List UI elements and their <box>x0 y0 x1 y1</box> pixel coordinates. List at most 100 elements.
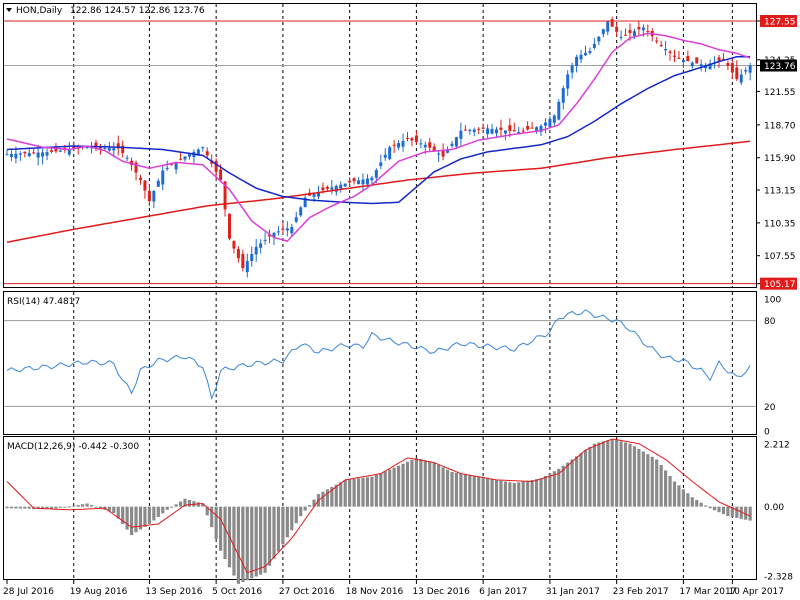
x-axis-label: 6 Jan 2017 <box>479 587 527 597</box>
candle-body <box>125 157 129 159</box>
rsi-line <box>6 309 751 401</box>
macd-bar <box>281 506 285 545</box>
macd-panel-frame <box>3 436 757 580</box>
macd-bar <box>561 465 565 507</box>
candle-body <box>156 180 160 187</box>
candle-body <box>588 50 592 53</box>
candle-body <box>450 143 454 147</box>
candle-body <box>214 161 218 172</box>
candle-body <box>486 128 490 135</box>
candle-body <box>232 240 236 249</box>
symbol-label: HON,Daily <box>16 6 63 16</box>
rsi-panel-frame <box>3 291 757 435</box>
candle-body <box>281 228 285 230</box>
macd-bar <box>499 480 503 507</box>
candle-body <box>294 217 298 222</box>
candle-body <box>290 226 294 234</box>
triangle-down-icon[interactable] <box>6 8 12 12</box>
candle-body <box>196 149 200 156</box>
macd-bar <box>294 506 298 524</box>
candle-body <box>276 231 280 233</box>
candle-body <box>566 74 570 89</box>
candle-body <box>147 191 151 202</box>
candle-body <box>343 183 347 187</box>
candle-body <box>357 180 361 185</box>
macd-bar <box>503 481 507 507</box>
candle-body <box>228 213 231 239</box>
macd-bar <box>717 506 721 513</box>
x-axis-label: 17 Mar 2017 <box>679 587 736 597</box>
candle-body <box>241 253 245 269</box>
candle-body <box>187 154 191 157</box>
candle-body <box>14 153 18 159</box>
candle-body <box>401 141 405 147</box>
candle-body <box>330 187 334 190</box>
macd-bar <box>704 505 708 507</box>
macd-bar <box>690 497 694 507</box>
candle-body <box>468 129 472 131</box>
candle-body <box>272 232 276 237</box>
macd-bar <box>187 499 192 507</box>
macd-bar <box>201 503 205 507</box>
rsi-axis: 100 80 20 0 <box>764 296 781 438</box>
macd-bar <box>588 446 592 507</box>
candle-body <box>637 26 641 30</box>
candle-body <box>610 19 614 27</box>
macd-bar <box>54 506 58 509</box>
candle-body <box>681 59 685 63</box>
macd-bar <box>98 506 103 509</box>
candle-body <box>552 115 556 123</box>
macd-bar <box>597 442 601 507</box>
candle-body <box>432 146 436 151</box>
macd-bar <box>664 470 668 507</box>
candle-body <box>58 150 62 152</box>
macd-bar <box>508 482 512 507</box>
macd-bar <box>85 503 89 507</box>
candle-body <box>388 147 392 160</box>
candle-body <box>428 142 432 148</box>
x-axis-label: 18 Nov 2016 <box>346 587 404 597</box>
macd-bar <box>677 485 681 507</box>
candle-body <box>490 128 494 134</box>
candle-body <box>548 119 552 127</box>
candle-body <box>245 261 249 273</box>
macd-bar <box>219 506 223 551</box>
macd-bar <box>5 506 9 509</box>
price-label: 113.15 <box>764 187 796 197</box>
macd-bar <box>641 451 645 507</box>
x-axis-label: 27 Oct 2016 <box>279 587 335 597</box>
macd-bar <box>89 505 94 507</box>
macd-histogram <box>5 438 752 584</box>
candle-body <box>535 127 539 132</box>
macd-bar <box>534 479 539 507</box>
macd-bar <box>245 506 249 581</box>
candle-body <box>112 148 116 151</box>
candle-body <box>268 234 272 237</box>
candle-body <box>512 130 516 132</box>
candle-body <box>98 147 102 149</box>
candle-body <box>72 145 76 149</box>
macd-bar <box>81 504 85 507</box>
macd-bar <box>383 471 387 507</box>
candle-body <box>27 153 31 157</box>
candle-body <box>459 130 463 139</box>
macd-bar <box>276 506 281 552</box>
candle-body <box>659 44 663 46</box>
macd-bar <box>712 506 717 511</box>
macd-bar <box>681 489 685 507</box>
macd-bar <box>632 446 637 507</box>
candle-body <box>632 31 636 36</box>
candle-body <box>107 148 111 151</box>
macd-axis: 2.212 0.00 -2.328 <box>764 441 793 583</box>
macd-bar <box>152 506 156 521</box>
candle-body <box>392 144 396 146</box>
candle-body <box>397 143 401 148</box>
candle-body <box>454 137 458 147</box>
macd-bar <box>454 472 459 507</box>
macd-bar <box>726 506 730 517</box>
x-axis: 28 Jul 2016 19 Aug 2016 13 Sep 2016 5 Oct 2… <box>3 580 784 597</box>
macd-bar <box>174 504 178 507</box>
macd-bar <box>330 486 334 507</box>
macd-bar <box>49 506 54 510</box>
